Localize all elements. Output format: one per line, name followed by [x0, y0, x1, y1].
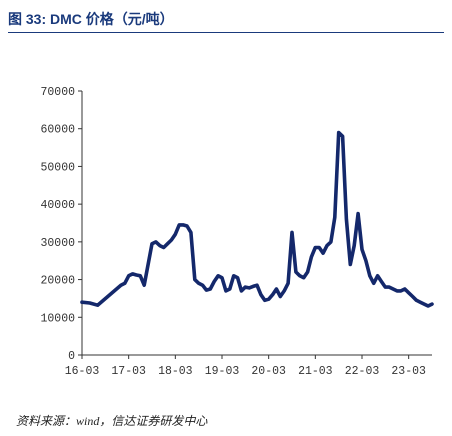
y-tick-label: 50000	[40, 161, 75, 174]
y-tick-label: 10000	[40, 312, 75, 325]
source-note: 资料来源：wind，信达证券研发中心	[16, 414, 208, 428]
x-tick-label: 18-03	[158, 365, 193, 378]
y-tick-label: 70000	[40, 86, 75, 99]
y-tick-label: 60000	[40, 124, 75, 137]
series-line-dmc-price	[80, 130, 434, 308]
figure-title: 图 33: DMC 价格（元/吨）	[8, 11, 174, 27]
y-tick-label: 30000	[40, 237, 75, 250]
x-tick-label: 22-03	[345, 365, 380, 378]
y-tick-label: 0	[68, 350, 75, 363]
x-tick-label: 21-03	[298, 365, 333, 378]
x-tick-label: 19-03	[205, 365, 240, 378]
x-tick-label: 16-03	[65, 365, 100, 378]
y-tick-label: 40000	[40, 199, 75, 212]
x-tick-label: 20-03	[251, 365, 286, 378]
y-axis: 0 10000 20000 30000 40000 50000 60000 70000	[40, 86, 83, 363]
x-tick-label: 17-03	[111, 365, 146, 378]
x-axis: 16-03 17-03 18-03 19-03 20-03 21-03 22-03 23-03	[65, 354, 432, 378]
y-tick-label: 20000	[40, 275, 75, 288]
title-divider	[8, 32, 444, 33]
x-tick-label: 23-03	[391, 365, 426, 378]
